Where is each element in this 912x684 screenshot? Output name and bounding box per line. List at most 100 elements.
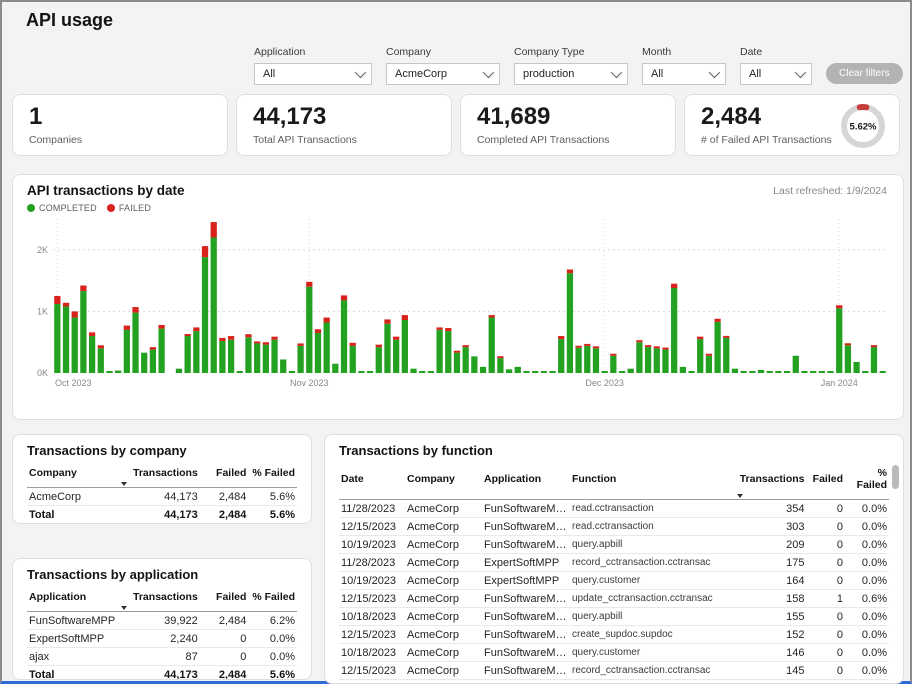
bar-failed[interactable] [350, 343, 356, 346]
column-header--failed[interactable]: % Failed [248, 588, 297, 612]
bar-completed[interactable] [106, 371, 112, 373]
bar-failed[interactable] [254, 341, 260, 343]
bar-completed[interactable] [489, 318, 495, 373]
bar-completed[interactable] [324, 322, 330, 373]
bar-completed[interactable] [775, 371, 781, 373]
column-header-application[interactable]: Application [27, 588, 119, 612]
bar-failed[interactable] [871, 345, 877, 347]
table-row[interactable]: 10/4/2023AcmeCorpFunSoftwareMPPquery.apb… [339, 680, 889, 684]
filter-dropdown[interactable]: AcmeCorp [386, 63, 500, 85]
bar-completed[interactable] [584, 346, 590, 373]
bar-completed[interactable] [132, 313, 138, 373]
bar-completed[interactable] [749, 371, 755, 373]
bar-completed[interactable] [89, 336, 95, 373]
table-row[interactable]: ajax8700.0% [27, 648, 297, 666]
bar-failed[interactable] [610, 354, 616, 356]
column-header-company[interactable]: Company [27, 464, 119, 488]
bar-failed[interactable] [836, 305, 842, 308]
bar-completed[interactable] [558, 339, 564, 373]
clear-filters-button[interactable]: Clear filters [826, 63, 903, 84]
bar-completed[interactable] [671, 288, 677, 373]
bar-completed[interactable] [532, 371, 538, 373]
bar-completed[interactable] [845, 345, 851, 373]
table-row[interactable]: ExpertSoftMPP2,24000.0% [27, 630, 297, 648]
table-row[interactable]: 10/19/2023AcmeCorpExpertSoftMPPquery.cus… [339, 572, 889, 590]
bar-completed[interactable] [549, 371, 555, 373]
bar-completed[interactable] [871, 347, 877, 373]
bar-completed[interactable] [419, 371, 425, 373]
bar-completed[interactable] [862, 371, 868, 373]
bar-completed[interactable] [237, 371, 243, 373]
bar-failed[interactable] [584, 344, 590, 346]
bar-completed[interactable] [393, 340, 399, 373]
bar-failed[interactable] [636, 340, 642, 342]
bar-failed[interactable] [315, 329, 321, 333]
bar-completed[interactable] [115, 371, 121, 373]
bar-completed[interactable] [332, 364, 338, 373]
column-header-failed[interactable]: Failed [200, 588, 249, 612]
bar-completed[interactable] [758, 370, 764, 373]
table-row[interactable]: 12/15/2023AcmeCorpFunSoftwareMPPupdate_c… [339, 590, 889, 608]
bar-failed[interactable] [211, 222, 217, 237]
bar-completed[interactable] [193, 331, 199, 373]
column-header-transactions[interactable]: Transactions [119, 464, 200, 488]
bar-failed[interactable] [72, 311, 78, 317]
table-row[interactable]: 10/18/2023AcmeCorpFunSoftwareMPPquery.ap… [339, 608, 889, 626]
bar-completed[interactable] [810, 371, 816, 373]
bar-completed[interactable] [367, 371, 373, 373]
bar-completed[interactable] [593, 348, 599, 373]
bar-completed[interactable] [497, 358, 503, 373]
bar-completed[interactable] [515, 367, 521, 373]
bar-failed[interactable] [202, 246, 208, 257]
bar-failed[interactable] [384, 319, 390, 323]
bar-failed[interactable] [558, 336, 564, 339]
bar-completed[interactable] [219, 341, 225, 373]
bar-completed[interactable] [541, 371, 547, 373]
filter-dropdown[interactable]: production [514, 63, 628, 85]
bar-completed[interactable] [741, 371, 747, 373]
bar-completed[interactable] [602, 371, 608, 373]
table-row[interactable]: 10/19/2023AcmeCorpFunSoftwareMPPquery.ap… [339, 536, 889, 554]
bar-completed[interactable] [263, 345, 269, 373]
bar-completed[interactable] [376, 347, 382, 373]
bar-failed[interactable] [54, 296, 60, 304]
column-header--failed[interactable]: % Failed [248, 464, 297, 488]
bar-failed[interactable] [158, 325, 164, 329]
table-row[interactable]: 12/15/2023AcmeCorpFunSoftwareMPPrecord_c… [339, 662, 889, 680]
bar-completed[interactable] [506, 369, 512, 373]
column-header-failed[interactable]: Failed [200, 464, 249, 488]
bar-completed[interactable] [714, 322, 720, 373]
bar-completed[interactable] [72, 318, 78, 373]
bar-failed[interactable] [567, 270, 573, 274]
bar-completed[interactable] [662, 350, 668, 373]
table-row[interactable]: FunSoftwareMPP39,9222,4846.2% [27, 612, 297, 630]
bar-failed[interactable] [376, 345, 382, 347]
bar-failed[interactable] [124, 326, 130, 330]
table-row[interactable]: 10/18/2023AcmeCorpFunSoftwareMPPquery.cu… [339, 644, 889, 662]
bar-failed[interactable] [80, 286, 86, 292]
bar-completed[interactable] [315, 333, 321, 373]
bar-failed[interactable] [63, 303, 69, 307]
bar-completed[interactable] [680, 367, 686, 373]
bar-failed[interactable] [714, 319, 720, 322]
bar-completed[interactable] [706, 356, 712, 373]
bar-completed[interactable] [819, 371, 825, 373]
bar-completed[interactable] [445, 331, 451, 373]
column-header-date[interactable]: Date [339, 464, 405, 500]
bar-failed[interactable] [98, 345, 104, 348]
bar-failed[interactable] [697, 337, 703, 339]
bar-failed[interactable] [297, 343, 303, 345]
bar-completed[interactable] [341, 300, 347, 373]
table-row[interactable]: AcmeCorp44,1732,4845.6% [27, 488, 297, 506]
bar-completed[interactable] [54, 304, 60, 373]
bar-completed[interactable] [80, 291, 86, 373]
bar-completed[interactable] [254, 343, 260, 373]
bar-failed[interactable] [645, 345, 651, 347]
bar-failed[interactable] [454, 351, 460, 353]
bar-completed[interactable] [245, 337, 251, 373]
bar-completed[interactable] [271, 340, 277, 373]
bar-failed[interactable] [132, 307, 138, 313]
column-header-failed[interactable]: Failed [807, 464, 846, 500]
bar-completed[interactable] [211, 237, 217, 373]
filter-dropdown[interactable]: All [254, 63, 372, 85]
